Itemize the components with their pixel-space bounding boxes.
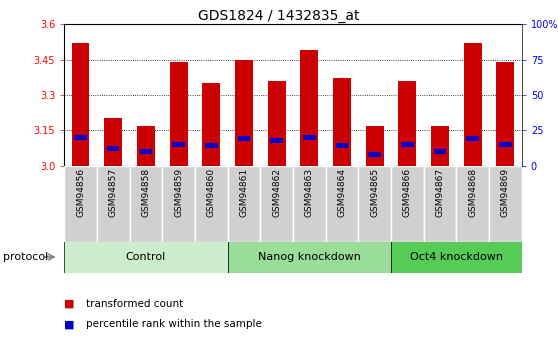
Bar bbox=[270, 138, 283, 143]
Text: transformed count: transformed count bbox=[86, 299, 184, 308]
FancyBboxPatch shape bbox=[391, 166, 424, 242]
Text: GSM94861: GSM94861 bbox=[239, 168, 248, 217]
Text: GSM94856: GSM94856 bbox=[76, 168, 85, 217]
Bar bbox=[401, 142, 413, 147]
Text: percentile rank within the sample: percentile rank within the sample bbox=[86, 319, 262, 329]
FancyBboxPatch shape bbox=[424, 166, 456, 242]
FancyBboxPatch shape bbox=[456, 166, 489, 242]
Bar bbox=[499, 142, 512, 147]
FancyBboxPatch shape bbox=[97, 166, 129, 242]
Text: ■: ■ bbox=[64, 319, 75, 329]
Bar bbox=[172, 142, 185, 147]
FancyBboxPatch shape bbox=[129, 166, 162, 242]
Text: GSM94857: GSM94857 bbox=[109, 168, 118, 217]
Bar bbox=[464, 43, 482, 166]
Bar bbox=[431, 126, 449, 166]
Bar bbox=[398, 81, 416, 166]
Text: GSM94864: GSM94864 bbox=[338, 168, 347, 217]
Text: GSM94868: GSM94868 bbox=[468, 168, 477, 217]
FancyBboxPatch shape bbox=[228, 241, 391, 273]
Text: GDS1824 / 1432835_at: GDS1824 / 1432835_at bbox=[198, 9, 360, 23]
Bar bbox=[434, 149, 446, 154]
Bar bbox=[104, 118, 122, 166]
Bar bbox=[202, 83, 220, 166]
FancyBboxPatch shape bbox=[391, 241, 522, 273]
Bar bbox=[71, 43, 89, 166]
Bar bbox=[235, 60, 253, 166]
FancyBboxPatch shape bbox=[358, 166, 391, 242]
Text: protocol: protocol bbox=[3, 252, 48, 262]
FancyBboxPatch shape bbox=[489, 166, 522, 242]
Bar bbox=[303, 135, 316, 140]
Bar bbox=[268, 81, 286, 166]
FancyBboxPatch shape bbox=[64, 166, 97, 242]
FancyBboxPatch shape bbox=[260, 166, 293, 242]
FancyBboxPatch shape bbox=[293, 166, 326, 242]
Text: GSM94862: GSM94862 bbox=[272, 168, 281, 217]
Bar bbox=[137, 126, 155, 166]
Text: GSM94865: GSM94865 bbox=[370, 168, 379, 217]
Bar bbox=[333, 78, 351, 166]
Text: GSM94859: GSM94859 bbox=[174, 168, 183, 217]
Text: GSM94863: GSM94863 bbox=[305, 168, 314, 217]
Bar bbox=[365, 126, 384, 166]
FancyBboxPatch shape bbox=[64, 241, 228, 273]
Text: GSM94867: GSM94867 bbox=[436, 168, 445, 217]
Text: GSM94860: GSM94860 bbox=[207, 168, 216, 217]
Text: Oct4 knockdown: Oct4 knockdown bbox=[410, 252, 503, 262]
Text: Nanog knockdown: Nanog knockdown bbox=[258, 252, 360, 262]
FancyBboxPatch shape bbox=[228, 166, 260, 242]
Bar bbox=[107, 146, 119, 151]
FancyBboxPatch shape bbox=[195, 166, 228, 242]
Bar bbox=[205, 143, 218, 148]
Bar bbox=[497, 62, 514, 166]
Bar bbox=[170, 62, 187, 166]
Text: GSM94858: GSM94858 bbox=[141, 168, 150, 217]
FancyBboxPatch shape bbox=[326, 166, 358, 242]
Bar bbox=[336, 143, 348, 148]
Bar bbox=[466, 136, 479, 141]
Text: Control: Control bbox=[126, 252, 166, 262]
Text: GSM94866: GSM94866 bbox=[403, 168, 412, 217]
Bar bbox=[368, 152, 381, 157]
Text: ■: ■ bbox=[64, 299, 75, 308]
Bar bbox=[300, 50, 318, 166]
Bar bbox=[74, 135, 87, 140]
FancyBboxPatch shape bbox=[162, 166, 195, 242]
Text: GSM94869: GSM94869 bbox=[501, 168, 510, 217]
Bar bbox=[238, 136, 250, 141]
Bar bbox=[140, 149, 152, 154]
